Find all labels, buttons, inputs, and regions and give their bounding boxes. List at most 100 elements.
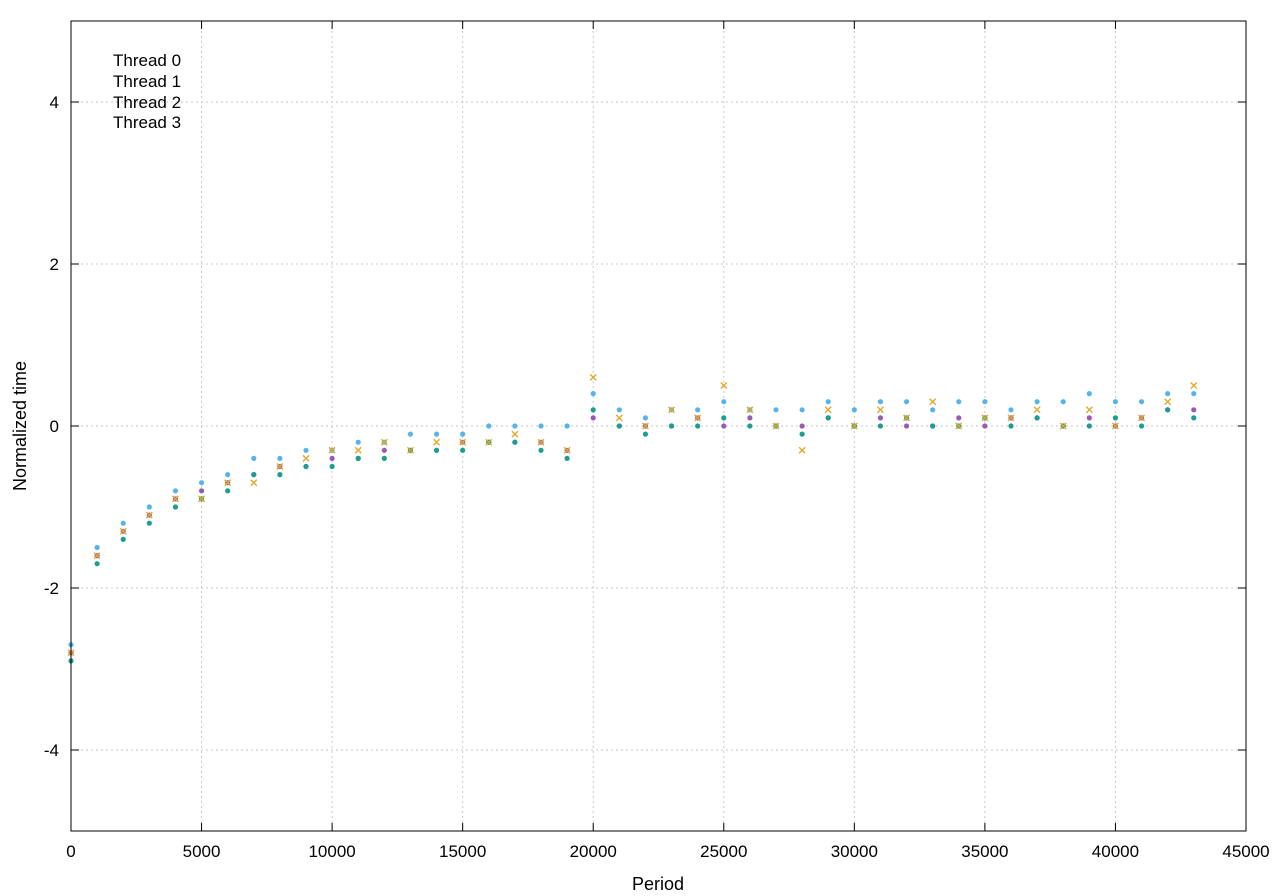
data-point (825, 399, 831, 405)
data-point (171, 495, 179, 503)
series-thread-0 (68, 407, 1197, 656)
data-point (303, 463, 309, 470)
data-point (1191, 391, 1197, 397)
data-point (1138, 399, 1145, 405)
data-point (850, 422, 858, 430)
data-point (1008, 423, 1014, 429)
data-point (120, 536, 126, 543)
data-point (538, 423, 544, 429)
data-point (407, 431, 414, 437)
data-point (877, 423, 884, 429)
data-point (824, 406, 832, 414)
x-tick-label: 5000 (183, 842, 221, 861)
data-point (1165, 391, 1171, 397)
data-point (773, 407, 779, 413)
x-tick-label: 30000 (831, 842, 878, 861)
data-point (876, 406, 884, 414)
data-point (720, 382, 728, 389)
data-point (1034, 399, 1040, 405)
data-point (93, 552, 101, 560)
grid (71, 21, 1246, 831)
data-point (380, 438, 388, 446)
data-point (903, 414, 911, 422)
data-point (251, 455, 257, 461)
data-point (1191, 415, 1197, 421)
data-point (172, 504, 179, 510)
data-point (277, 472, 283, 478)
data-point (1165, 407, 1171, 413)
data-point (94, 544, 100, 551)
data-point (982, 399, 988, 405)
data-point (303, 447, 309, 453)
data-point (1086, 391, 1092, 397)
data-point (877, 399, 884, 405)
data-point (982, 423, 988, 429)
data-point (616, 423, 622, 429)
data-point (642, 415, 649, 421)
data-point (721, 399, 727, 405)
x-tick-label: 15000 (439, 842, 486, 861)
data-point (460, 447, 466, 453)
data-point (355, 455, 361, 461)
data-point (433, 447, 440, 453)
data-point (1060, 399, 1066, 405)
data-point (1008, 407, 1014, 413)
data-point (172, 488, 179, 494)
x-tick-label: 45000 (1222, 842, 1269, 861)
data-point (1138, 414, 1146, 422)
data-point (1190, 382, 1198, 389)
data-point (799, 407, 805, 413)
series-thread-2 (68, 391, 1197, 648)
series-thread-3 (67, 373, 1198, 657)
data-point (930, 407, 936, 413)
data-point (642, 431, 649, 437)
x-tick-label: 40000 (1092, 842, 1139, 861)
legend-label-thread-0: Thread 0 (113, 51, 181, 70)
data-point (851, 407, 857, 413)
data-point (329, 463, 335, 470)
data-point (877, 415, 884, 421)
data-point (615, 414, 623, 422)
data-point (1164, 398, 1172, 406)
data-point (641, 422, 649, 430)
data-point (146, 520, 152, 526)
data-point (747, 423, 753, 429)
data-point (1059, 422, 1067, 430)
x-tick-label: 35000 (961, 842, 1008, 861)
x-tick-label: 20000 (570, 842, 617, 861)
data-point (198, 488, 205, 494)
data-point (668, 406, 676, 414)
series-thread-1 (68, 407, 1197, 664)
x-tick-label: 0 (66, 842, 75, 861)
data-point (329, 455, 335, 461)
y-tick-label: -2 (44, 579, 59, 598)
data-point (276, 463, 284, 470)
y-tick-label: -4 (44, 741, 59, 760)
data-point (146, 504, 152, 510)
data-point (590, 391, 596, 397)
data-point (798, 446, 806, 454)
data-point (747, 415, 753, 421)
data-point (355, 439, 361, 445)
data-point (590, 407, 596, 413)
data-point (903, 399, 910, 405)
data-point (406, 446, 414, 454)
data-point (564, 423, 570, 429)
data-point (1033, 406, 1041, 414)
data-point (1086, 415, 1092, 421)
data-points (67, 373, 1198, 664)
data-point (956, 399, 962, 405)
data-point (668, 423, 675, 429)
data-point (1111, 422, 1119, 430)
data-point (512, 439, 518, 445)
data-point (1112, 415, 1119, 421)
data-point (1191, 407, 1197, 413)
data-point (1086, 423, 1092, 429)
x-tick-label: 25000 (700, 842, 747, 861)
data-point (538, 447, 544, 453)
data-point (799, 423, 805, 429)
data-point (589, 373, 597, 381)
x-axis-title: Period (632, 874, 684, 894)
data-point (381, 455, 387, 461)
